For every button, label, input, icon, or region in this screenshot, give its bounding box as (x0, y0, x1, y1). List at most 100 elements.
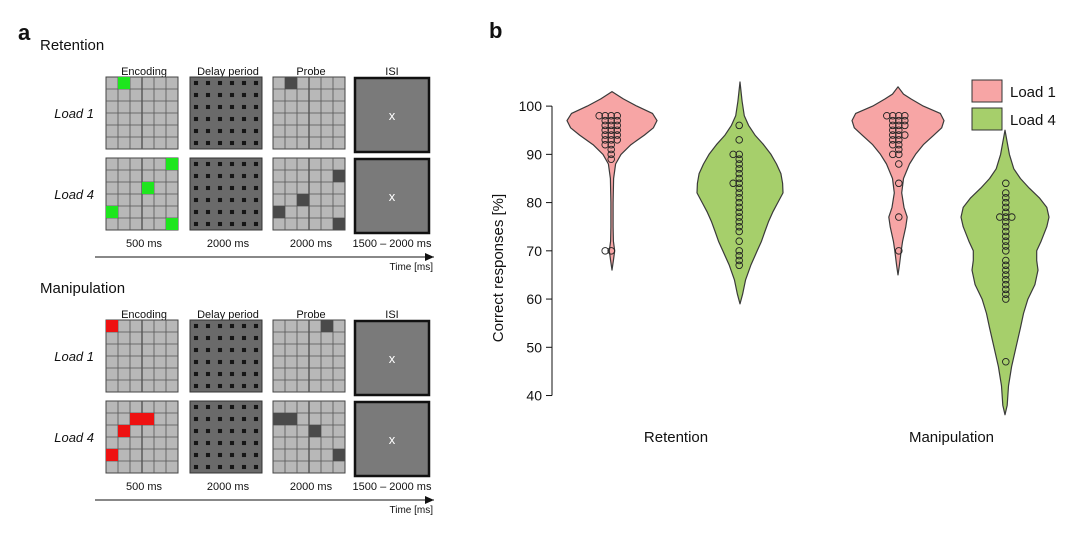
delay-dot (253, 383, 259, 389)
data-point (1002, 295, 1010, 303)
delay-dot (217, 359, 223, 365)
data-point (895, 150, 903, 159)
data-point (607, 155, 615, 163)
delay-dot (241, 185, 247, 191)
delay-dot (229, 323, 235, 329)
delay-dot (241, 221, 247, 227)
delay-dot (217, 452, 223, 458)
delay-dot (193, 161, 199, 167)
data-point (729, 179, 737, 188)
delay-dot (229, 80, 235, 86)
delay-dot (229, 428, 235, 434)
delay-dot (205, 80, 211, 86)
isi-fixation-cross: x (389, 351, 396, 366)
encoding-cell (130, 413, 142, 425)
encoding-grid (105, 319, 179, 393)
isi-screen: x (353, 319, 431, 397)
probe-cell (273, 206, 285, 218)
data-point (901, 112, 909, 120)
delay-dot (253, 347, 259, 353)
data-point (895, 112, 903, 120)
delay-dot (193, 440, 199, 446)
data-point (735, 121, 743, 130)
isi-screen: x (353, 76, 431, 154)
delay-dot (193, 104, 199, 110)
delay-dot (205, 335, 211, 341)
delay-dot (205, 359, 211, 365)
encoding-cell (166, 218, 178, 230)
delay-dot (241, 452, 247, 458)
data-point (1002, 358, 1010, 366)
delay-dot (217, 104, 223, 110)
delay-dot (205, 416, 211, 422)
delay-dot (193, 416, 199, 422)
delay-dot (205, 221, 211, 227)
data-point (895, 136, 903, 144)
data-point (889, 116, 897, 125)
delay-dot (253, 464, 259, 470)
data-point (1008, 213, 1016, 221)
data-point (1002, 208, 1010, 216)
delay-dot (241, 347, 247, 353)
delay-dot (217, 383, 223, 389)
delay-dot (193, 185, 199, 191)
data-point (613, 121, 621, 130)
encoding-cell (118, 425, 130, 437)
isi-screen: x (353, 157, 431, 235)
data-point (735, 179, 743, 188)
delay-dot (205, 323, 211, 329)
delay-dot (253, 173, 259, 179)
data-point (1002, 194, 1010, 202)
y-tick-label: 40 (526, 388, 542, 404)
delay-background (189, 76, 263, 150)
delay-dot (229, 383, 235, 389)
data-point (601, 140, 609, 149)
delay-dot (217, 80, 223, 86)
probe-cell (273, 413, 285, 425)
data-point (895, 145, 903, 154)
data-point (895, 116, 903, 125)
delay-dot (229, 161, 235, 167)
delay-dot (229, 347, 235, 353)
data-point (601, 126, 609, 134)
encoding-cell (118, 77, 130, 89)
probe-cell (333, 449, 345, 461)
data-point (895, 213, 903, 221)
delay-dot (193, 197, 199, 203)
delay-dot (253, 197, 259, 203)
delay-dot (229, 359, 235, 365)
violin-manipulation (960, 129, 1050, 416)
data-point (1002, 285, 1010, 294)
delay-dot (229, 140, 235, 146)
probe-cell (309, 425, 321, 437)
encoding-grid (105, 157, 179, 231)
delay-dot (193, 359, 199, 365)
delay-dot (217, 428, 223, 434)
delay-dot (229, 173, 235, 179)
delay-dot (253, 452, 259, 458)
time-axis-label: Time [ms] (389, 262, 433, 273)
data-point (735, 136, 743, 144)
data-point (735, 222, 743, 231)
delay-period-grid (189, 400, 263, 474)
delay-dot (193, 371, 199, 377)
delay-dot (253, 104, 259, 110)
delay-dot (217, 440, 223, 446)
data-point (895, 131, 903, 139)
delay-dot (217, 185, 223, 191)
delay-dot (193, 404, 199, 410)
probe-cell (333, 218, 345, 230)
data-point (607, 247, 615, 255)
data-point (735, 218, 743, 226)
encoding-cell (142, 413, 154, 425)
column-header-delay: Delay period (197, 309, 259, 321)
time-axis-arrowhead (425, 496, 434, 504)
panel-a-letter: a (18, 20, 31, 45)
data-point (613, 126, 621, 134)
data-point (1002, 237, 1010, 245)
data-point (901, 131, 909, 139)
probe-grid (272, 400, 346, 474)
y-tick-label: 90 (526, 146, 542, 162)
